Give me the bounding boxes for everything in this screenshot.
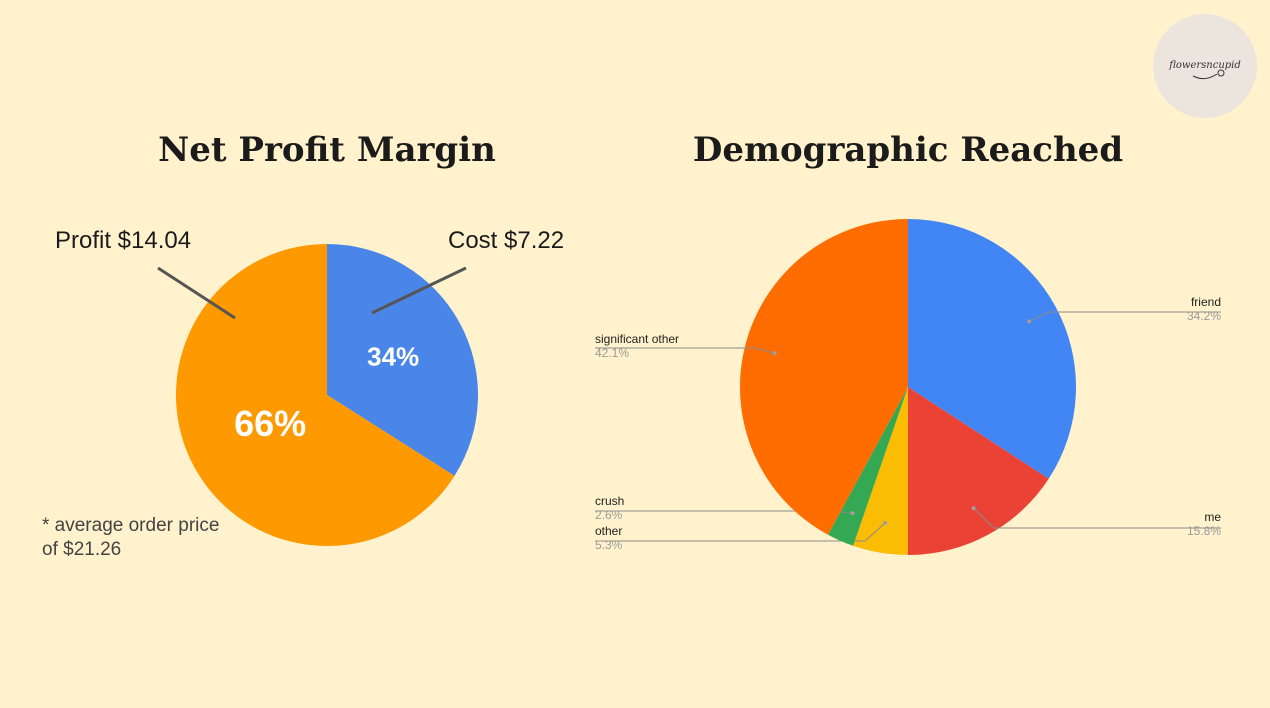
pie-percent-label-cost: 34% [367, 342, 419, 372]
leader-line-significant-other [595, 347, 775, 354]
logo-text: flowersncupid [1168, 60, 1241, 71]
logo: flowersncupid [1153, 14, 1257, 118]
slice-percent-friend: 34.2% [1187, 309, 1221, 323]
slice-percent-other: 5.3% [595, 538, 623, 552]
pie-slice-friend [908, 219, 1076, 479]
pie-slice-cost [327, 244, 479, 476]
slice-label-friend: friend [1191, 295, 1221, 309]
pie-slice-significant-other [740, 219, 908, 535]
slice-percent-crush: 2.6% [595, 508, 623, 522]
pie-slice-other [853, 387, 908, 555]
slice-percent-me: 15.8% [1187, 524, 1221, 538]
leader-dot-me [971, 506, 976, 511]
leader-line-other [595, 522, 886, 542]
leader-dot-other [883, 520, 888, 525]
leader-line-friend [1028, 311, 1221, 322]
flower-sketch-icon: flowersncupid [1168, 60, 1241, 80]
leader-line-me [973, 507, 1221, 529]
leader-dot-significant-other [772, 351, 777, 356]
slice-label-other: other [595, 524, 622, 538]
slice-label-significant-other: significant other [595, 332, 679, 346]
slice-percent-significant-other: 42.1% [595, 346, 629, 360]
slice-label-me: me [1204, 510, 1221, 524]
profit-leader-line [157, 266, 236, 320]
pie-percent-label-profit: 66% [234, 403, 306, 444]
pie-slice-me [908, 387, 1049, 555]
chart-title-net-profit: Net Profit Margin [158, 130, 496, 170]
slice-label-crush: crush [595, 494, 624, 508]
profit-label: Profit $14.04 [55, 227, 192, 254]
leader-dot-crush [850, 511, 855, 516]
leader-dot-friend [1027, 319, 1032, 324]
cost-leader-line [371, 266, 467, 315]
cost-label: Cost $7.22 [448, 227, 565, 254]
pie-slice-profit [176, 244, 455, 546]
footnote: * average order price of $21.26 [42, 515, 220, 560]
chart-title-demographic: Demographic Reached [692, 130, 1124, 170]
pie-slice-crush [827, 387, 908, 546]
